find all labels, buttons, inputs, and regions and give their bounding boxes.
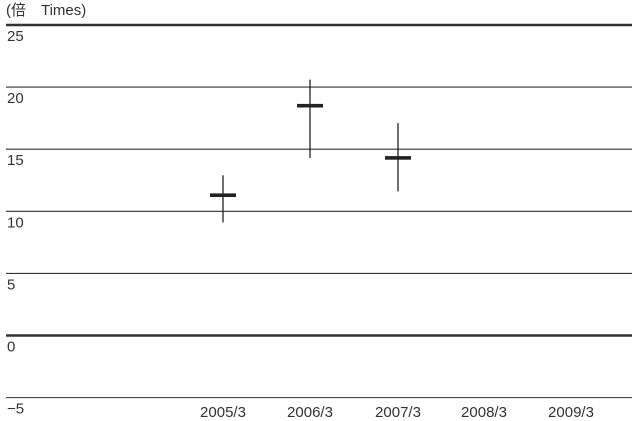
y-tick-20: 20	[7, 90, 24, 107]
y-tick-−5: −5	[7, 401, 24, 418]
y-tick-15: 15	[7, 152, 24, 169]
hi-lo-marks	[210, 79, 411, 223]
x-tick-2005/3: 2005/3	[200, 404, 246, 421]
close-mark-2007/3	[385, 156, 411, 160]
y-tick-10: 10	[7, 214, 24, 231]
x-tick-2007/3: 2007/3	[375, 404, 421, 421]
close-mark-2006/3	[297, 103, 323, 108]
y-tick-25: 25	[7, 28, 24, 45]
gridlines	[6, 23, 632, 399]
y-tick-5: 5	[7, 276, 15, 293]
y-tick-labels: 25 20 15 10 5 0 −5	[7, 28, 24, 418]
y-axis-label: (倍 Times)	[6, 2, 86, 19]
x-tick-2006/3: 2006/3	[287, 404, 333, 421]
x-tick-2008/3: 2008/3	[461, 404, 507, 421]
x-tick-2009/3: 2009/3	[548, 404, 594, 421]
y-tick-0: 0	[7, 339, 15, 356]
close-mark-2005/3	[210, 193, 236, 197]
x-tick-labels: 2005/3 2006/3 2007/3 2008/3 2009/3	[200, 404, 594, 421]
